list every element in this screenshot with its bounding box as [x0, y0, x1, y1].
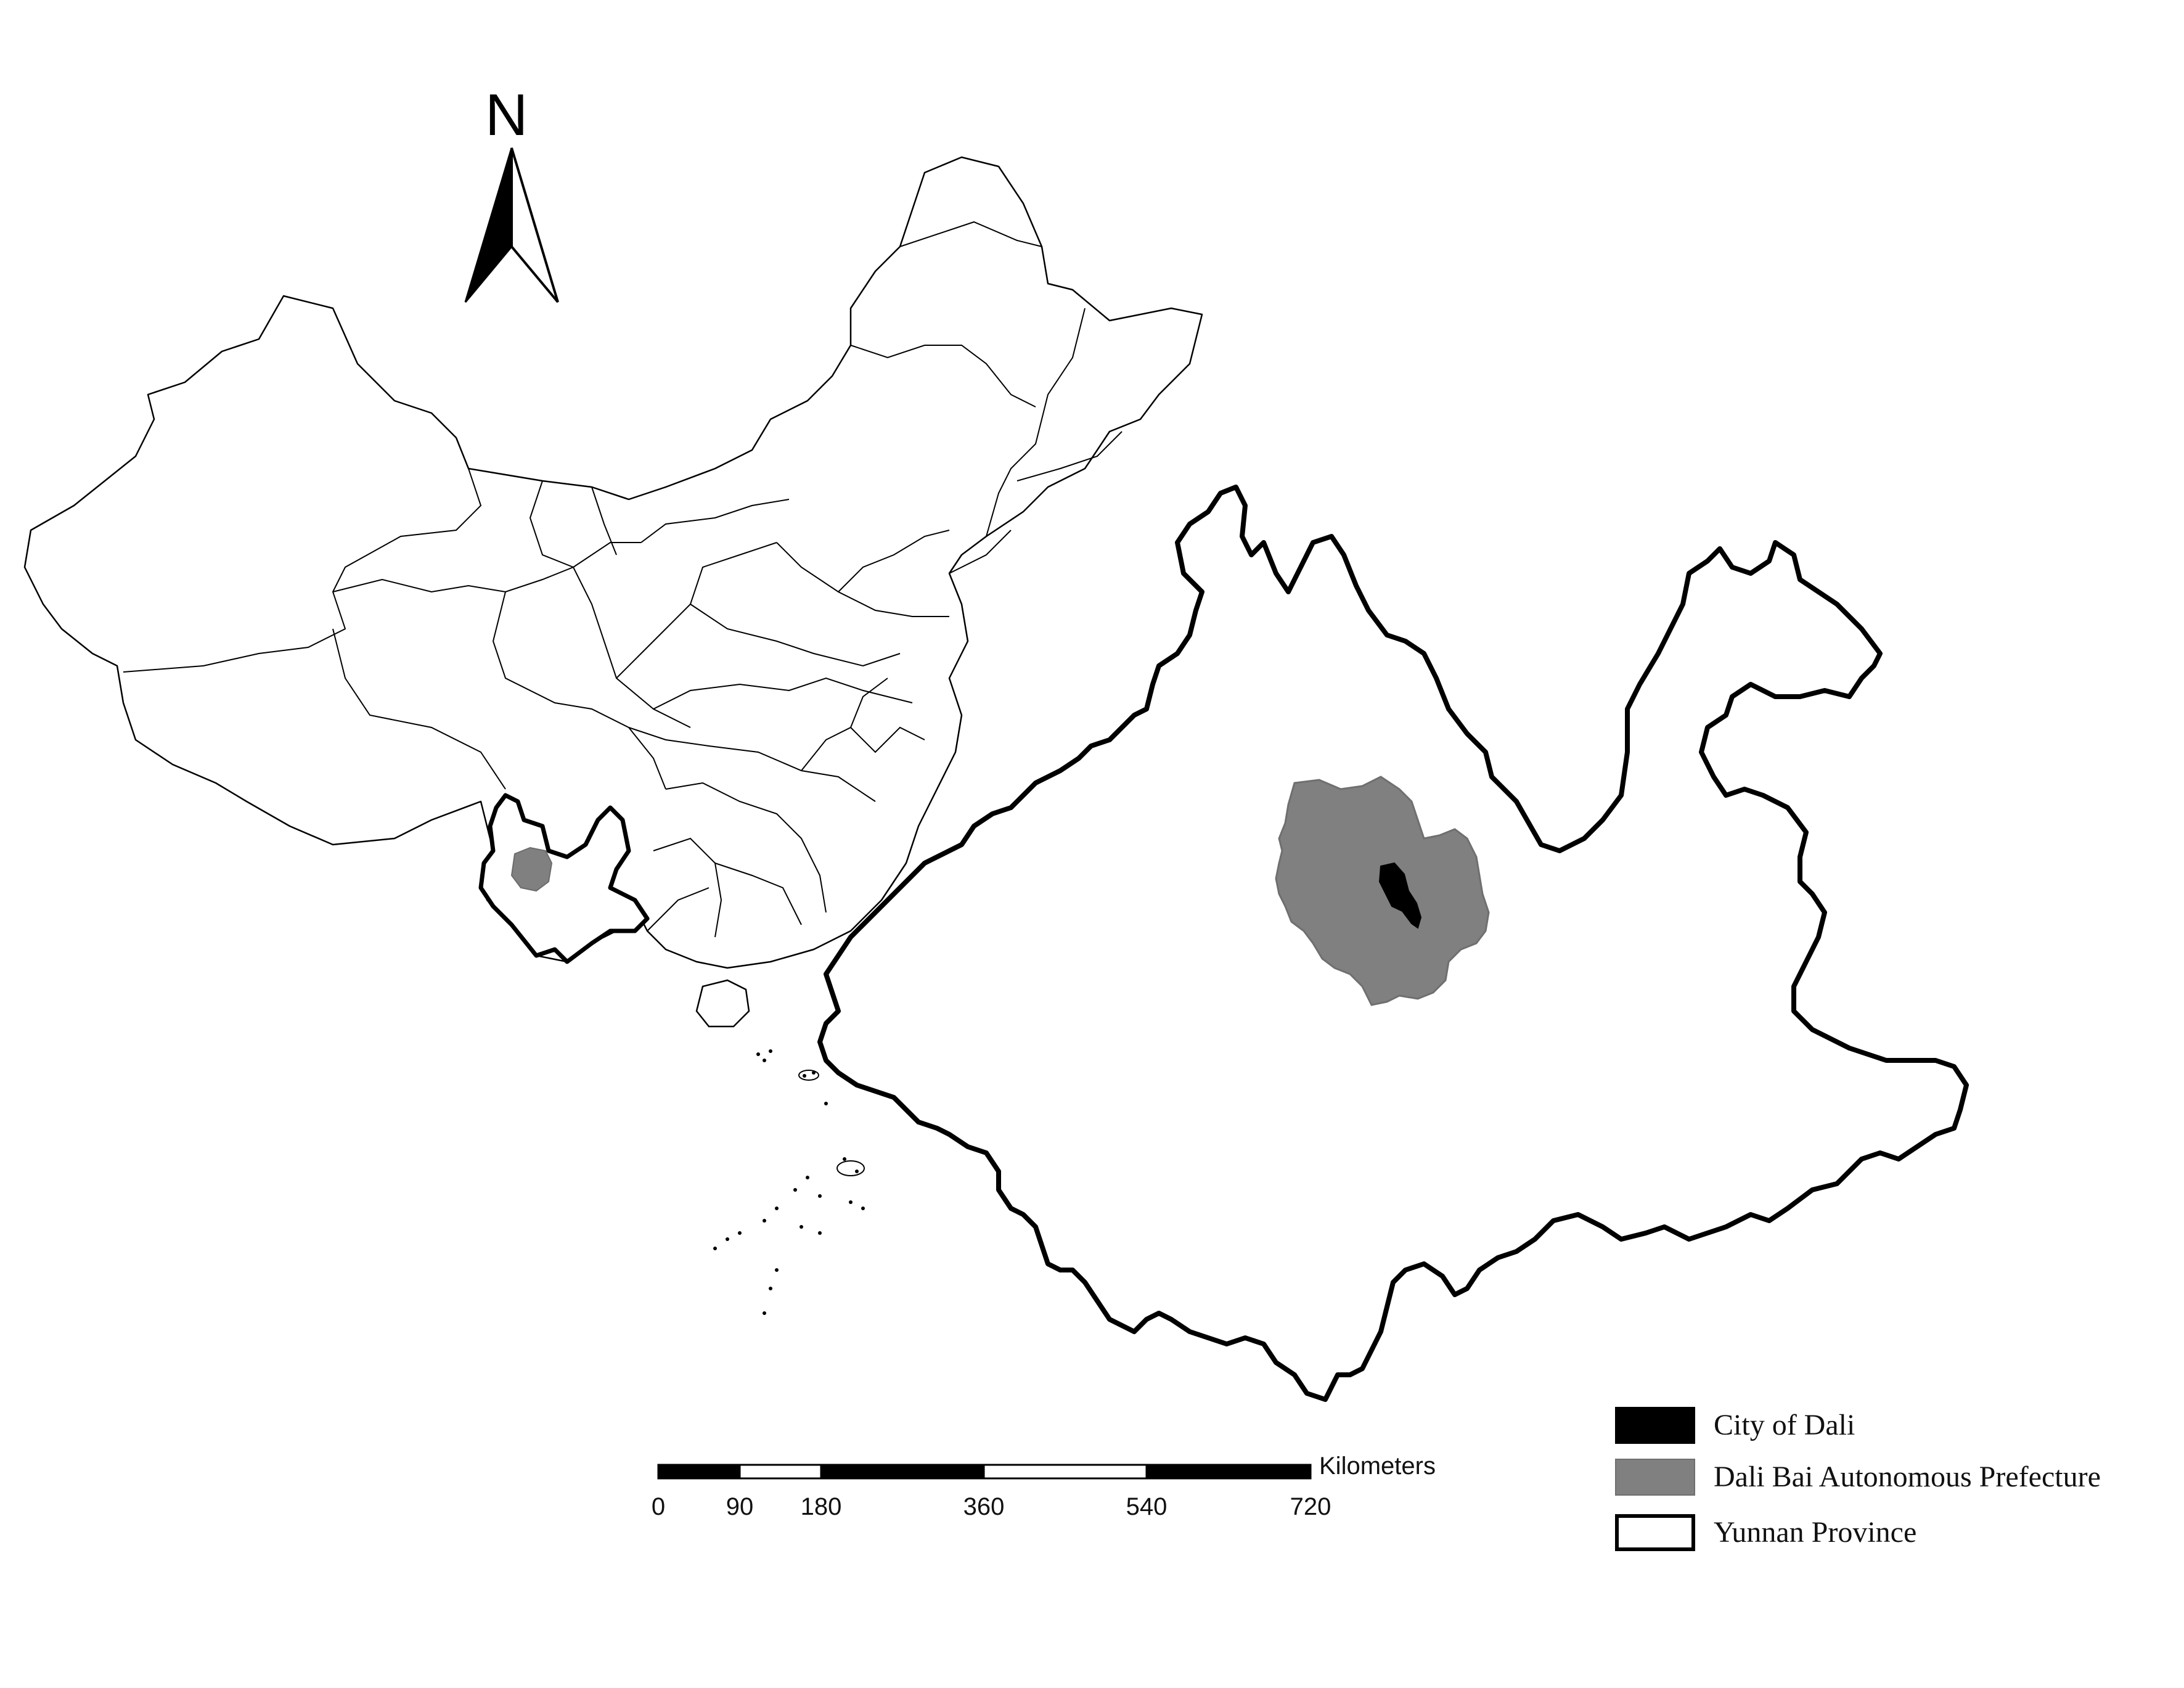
scale-tick-label: 180 — [800, 1493, 842, 1520]
dali-prefecture-overview — [510, 846, 553, 892]
yunnan-overview — [478, 793, 650, 964]
scale-tick-label: 540 — [1126, 1493, 1168, 1520]
scale-tick-label: 90 — [726, 1493, 754, 1520]
legend-label: City of Dali — [1714, 1409, 1855, 1441]
legend-swatch-province — [1615, 1514, 1695, 1551]
province-boundaries — [123, 221, 1123, 938]
dali-prefecture-detail — [1275, 776, 1490, 1006]
scale-tick-label: 0 — [651, 1493, 666, 1520]
legend-label: Dali Bai Autonomous Prefecture — [1714, 1461, 2101, 1493]
legend-swatch-prefecture — [1615, 1459, 1695, 1496]
scale-bar — [657, 1464, 1312, 1480]
south-sea-islands — [713, 1049, 877, 1315]
scale-unit-label: Kilometers — [1319, 1452, 1436, 1480]
hainan-island — [695, 979, 750, 1028]
legend-swatch-city — [1615, 1407, 1695, 1444]
south-sea-atoll — [798, 1070, 865, 1176]
china-outline — [23, 156, 1203, 969]
scale-tick-label: 720 — [1290, 1493, 1331, 1520]
scale-tick-label: 360 — [963, 1493, 1005, 1520]
city-of-dali — [1378, 862, 1422, 929]
legend-label: Yunnan Province — [1714, 1516, 1917, 1549]
north-arrow-icon — [464, 147, 559, 303]
north-label: N — [485, 82, 528, 148]
